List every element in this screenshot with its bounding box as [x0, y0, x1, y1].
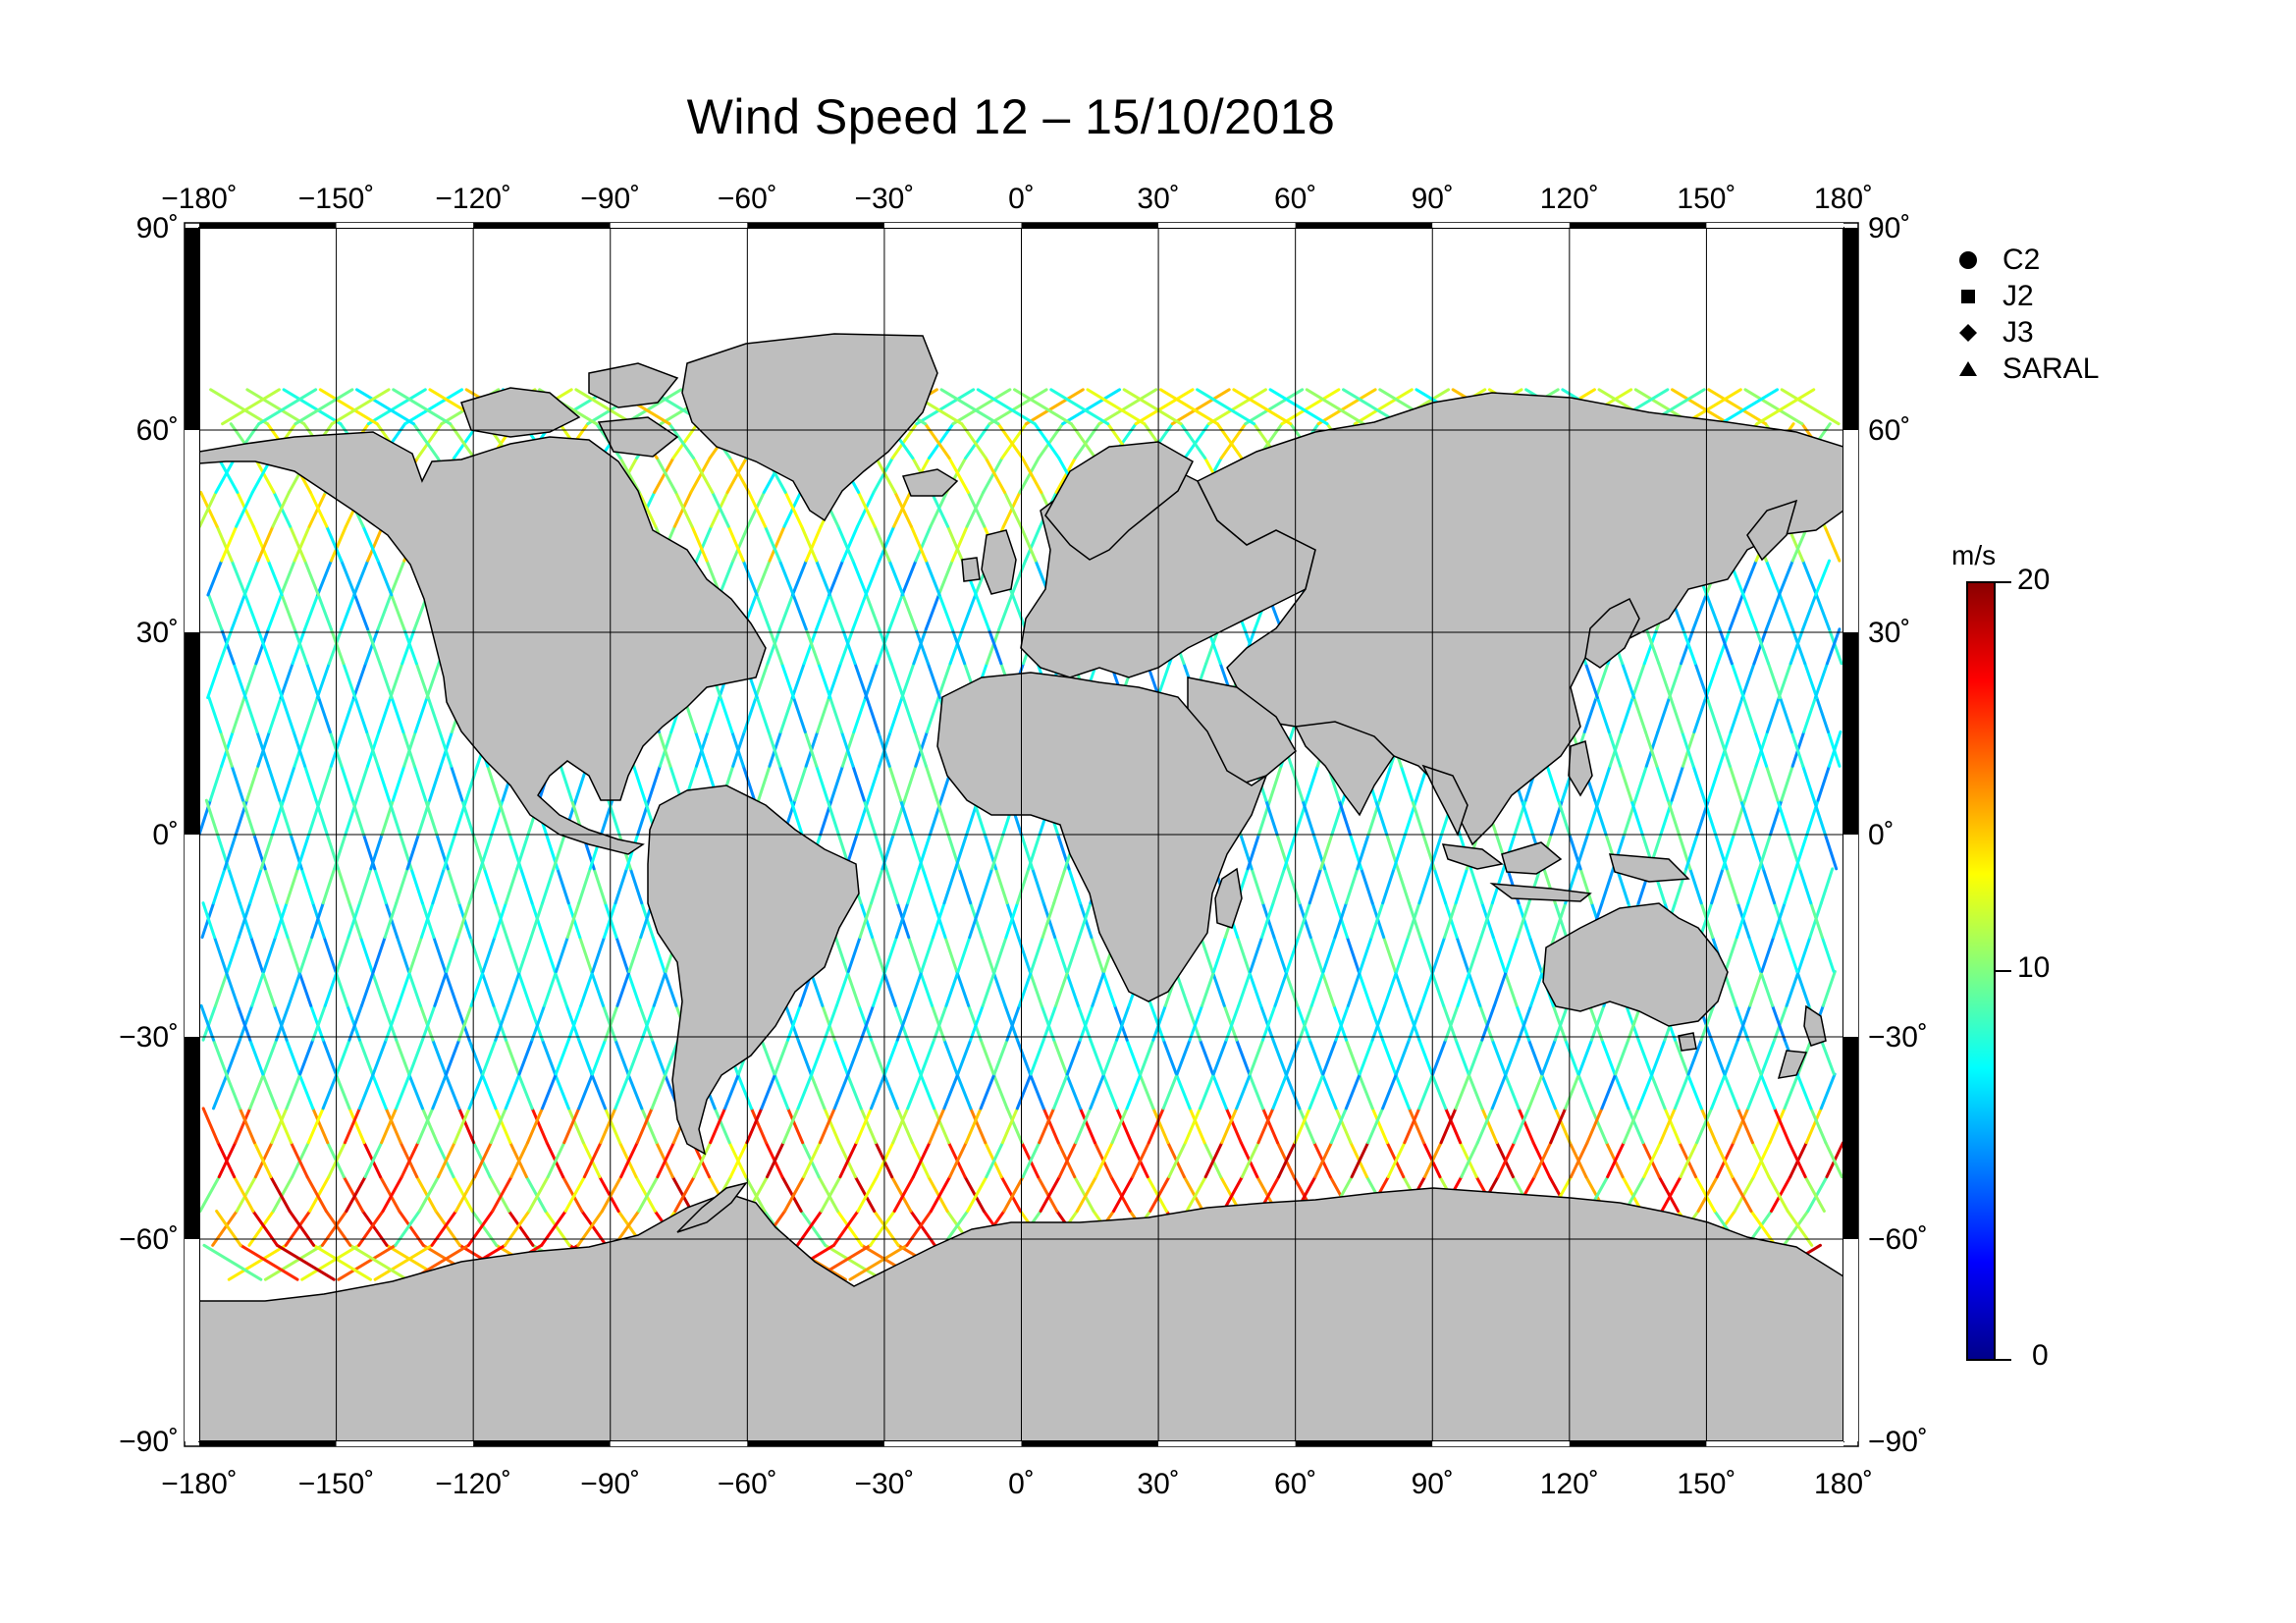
lon-tick-top-12: 180˚ [1814, 183, 1873, 215]
india [1294, 721, 1395, 817]
lon-tick-bottom-1: −150˚ [298, 1468, 375, 1500]
arctic-islands [460, 387, 581, 438]
lon-tick-bottom-8: 60˚ [1274, 1468, 1316, 1500]
indonesia [1441, 843, 1504, 870]
north-america [199, 431, 767, 855]
lat-tick-left-1: 60˚ [136, 414, 179, 447]
lon-tick-bottom-3: −90˚ [580, 1468, 640, 1500]
lon-tick-top-0: −180˚ [161, 183, 238, 215]
satellite-legend: C2 J2 J3 SARAL [1953, 242, 2099, 387]
legend-label-saral: SARAL [2002, 352, 2100, 385]
lat-tick-right-0: 90˚ [1868, 212, 1910, 244]
lon-tick-top-11: 150˚ [1677, 183, 1735, 215]
lat-tick-left-4: −30˚ [119, 1021, 179, 1054]
africa [936, 672, 1268, 1002]
diamond-icon [1953, 318, 1983, 348]
lat-tick-left-0: 90˚ [136, 212, 179, 244]
lat-tick-right-3: 0˚ [1868, 819, 1895, 851]
lon-tick-bottom-7: 30˚ [1137, 1468, 1179, 1500]
legend-item-saral: SARAL [1953, 351, 2099, 387]
iceland [901, 468, 959, 497]
lon-tick-bottom-5: −30˚ [854, 1468, 914, 1500]
lat-tick-right-6: −90˚ [1868, 1426, 1928, 1458]
greenland [681, 333, 938, 522]
south-america [647, 784, 860, 1156]
colorbar-ticks [1996, 581, 2011, 1361]
lon-tick-bottom-0: −180˚ [161, 1468, 238, 1500]
lon-tick-bottom-11: 150˚ [1677, 1468, 1735, 1500]
lon-tick-bottom-2: −120˚ [435, 1468, 511, 1500]
lat-tick-left-3: 0˚ [152, 819, 179, 851]
legend-label-c2: C2 [2002, 243, 2041, 276]
colorbar-unit: m/s [1951, 540, 1997, 570]
triangle-icon [1953, 354, 1983, 384]
lon-tick-top-9: 90˚ [1412, 183, 1454, 215]
madagascar [1214, 867, 1243, 929]
scandinavia [1044, 441, 1194, 561]
lon-tick-bottom-6: 0˚ [1008, 1468, 1035, 1500]
legend-item-j3: J3 [1953, 314, 2099, 351]
lon-tick-top-1: −150˚ [298, 183, 375, 215]
australia [1542, 902, 1729, 1027]
legend-item-c2: C2 [1953, 242, 2099, 278]
lon-tick-bottom-9: 90˚ [1412, 1468, 1454, 1500]
circle-icon [1953, 245, 1983, 275]
lon-tick-bottom-12: 180˚ [1814, 1468, 1873, 1500]
lat-tick-left-5: −60˚ [119, 1223, 179, 1256]
legend-label-j2: J2 [2002, 279, 2034, 312]
lon-tick-top-8: 60˚ [1274, 183, 1316, 215]
legend-label-j3: J3 [2002, 315, 2034, 349]
new-zealand [1803, 1004, 1827, 1047]
lon-tick-top-3: −90˚ [580, 183, 640, 215]
lat-tick-right-2: 30˚ [1868, 617, 1910, 649]
colorbar-max-label: 20 [2017, 564, 2051, 596]
lon-tick-top-4: −60˚ [718, 183, 777, 215]
legend-item-j2: J2 [1953, 278, 2099, 314]
colorbar [1966, 581, 1996, 1361]
colorbar-min-label: 0 [2032, 1339, 2049, 1372]
tick-labels: −180˚ −180˚ −150˚ −150˚ −120˚ −120˚ −90˚ −90˚ −6… [119, 183, 1928, 1500]
lat-tick-right-4: −30˚ [1868, 1021, 1928, 1054]
colorbar-mid-label: 10 [2017, 951, 2051, 984]
british-isles [981, 529, 1017, 595]
map-title: Wind Speed 12 – 15/10/2018 [686, 89, 1336, 144]
lat-tick-left-2: 30˚ [136, 617, 179, 649]
lat-tick-right-5: −60˚ [1868, 1223, 1928, 1256]
graticule [199, 228, 1843, 1441]
lon-tick-top-7: 30˚ [1137, 183, 1179, 215]
lon-tick-top-5: −30˚ [854, 183, 914, 215]
frame-checker-border [185, 223, 1858, 1446]
lon-tick-bottom-4: −60˚ [718, 1468, 777, 1500]
japan [1584, 597, 1640, 669]
lat-tick-left-6: −90˚ [119, 1426, 179, 1458]
lat-tick-right-1: 60˚ [1868, 414, 1910, 447]
lon-tick-top-2: −120˚ [435, 183, 511, 215]
lon-tick-bottom-10: 120˚ [1540, 1468, 1599, 1500]
lon-tick-top-10: 120˚ [1540, 183, 1599, 215]
square-icon [1953, 282, 1983, 311]
lon-tick-top-6: 0˚ [1008, 183, 1035, 215]
